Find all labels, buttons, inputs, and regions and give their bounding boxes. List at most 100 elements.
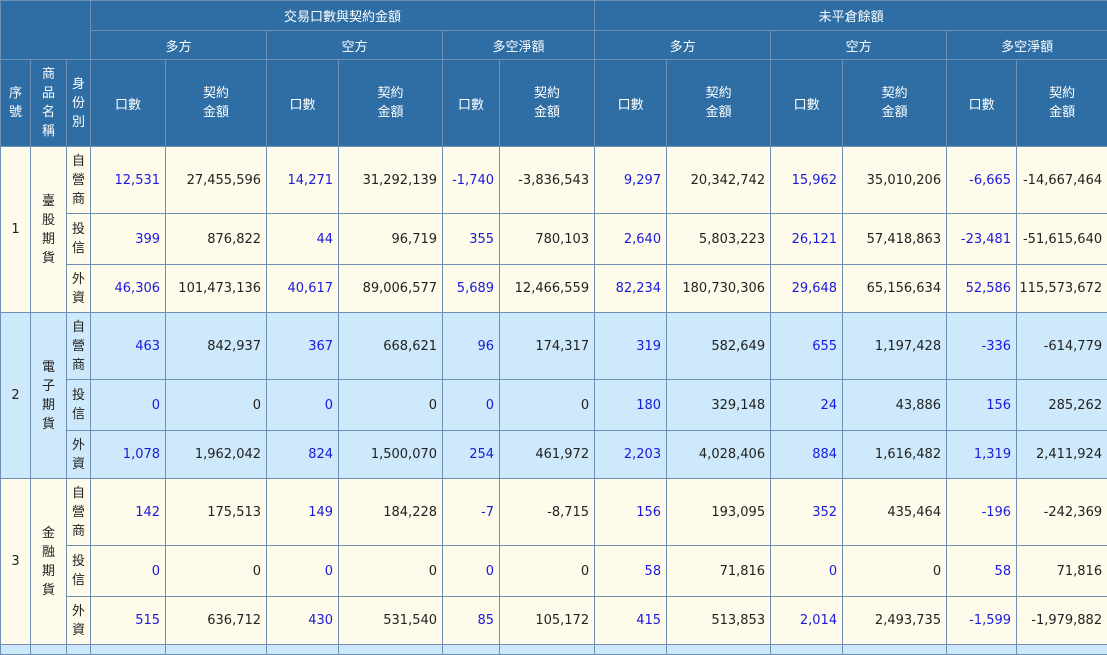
cell-volume: 12,531 <box>91 147 166 214</box>
cell-volume: 2,014 <box>771 597 843 645</box>
cell-contract-amount: 1,197,428 <box>843 313 947 380</box>
cell-contract-amount: 65,156,634 <box>843 265 947 313</box>
header-contract-amount: 契約金額 <box>166 60 267 147</box>
cell-volume: 156 <box>947 380 1017 431</box>
cell-volume: 0 <box>267 546 339 597</box>
cell-volume: 180 <box>595 380 667 431</box>
cell-contract-amount: 105,172 <box>500 597 595 645</box>
cell-contract-amount: 89,006,577 <box>339 265 443 313</box>
cell-volume: 58 <box>947 546 1017 597</box>
row-identity: 外資 <box>67 265 91 313</box>
cell-volume: 26,121 <box>771 214 843 265</box>
header-identity: 身份別 <box>67 60 91 147</box>
cell-contract-amount: 0 <box>166 546 267 597</box>
cell-volume: -7 <box>443 479 500 546</box>
cell-contract-amount: 101,473,136 <box>166 265 267 313</box>
cell-volume: -6,665 <box>947 147 1017 214</box>
header-open-net: 多空淨額 <box>947 31 1107 60</box>
cell-contract-amount: 43,886 <box>843 380 947 431</box>
row-seq: 2 <box>1 313 31 479</box>
cell-contract-amount: 71,816 <box>1017 546 1107 597</box>
cell-contract-amount: 0 <box>339 380 443 431</box>
cell-contract-amount: -14,667,464 <box>1017 147 1107 214</box>
table-cell <box>443 645 500 655</box>
cell-contract-amount: 115,573,672 <box>1017 265 1107 313</box>
cell-contract-amount: 0 <box>843 546 947 597</box>
cell-volume: 463 <box>91 313 166 380</box>
row-identity: 自營商 <box>67 313 91 380</box>
header-product: 商品名稱 <box>31 60 67 147</box>
header-open-short: 空方 <box>771 31 947 60</box>
header-seq: 序號 <box>1 60 31 147</box>
cell-contract-amount: 31,292,139 <box>339 147 443 214</box>
table-cell <box>267 645 339 655</box>
header-contract-amount: 契約金額 <box>667 60 771 147</box>
cell-volume: 52,586 <box>947 265 1017 313</box>
header-contract-amount: 契約金額 <box>339 60 443 147</box>
row-product-name: 金融期貨 <box>31 479 67 645</box>
cell-contract-amount: 0 <box>339 546 443 597</box>
cell-contract-amount: 184,228 <box>339 479 443 546</box>
cell-volume: -1,740 <box>443 147 500 214</box>
table-cell <box>667 645 771 655</box>
cell-volume: 0 <box>443 380 500 431</box>
cell-contract-amount: 0 <box>500 380 595 431</box>
cell-contract-amount: 5,803,223 <box>667 214 771 265</box>
cell-volume: 319 <box>595 313 667 380</box>
row-identity: 外資 <box>67 597 91 645</box>
cell-contract-amount: 2,493,735 <box>843 597 947 645</box>
cell-contract-amount: 20,342,742 <box>667 147 771 214</box>
row-product-name: 電子期貨 <box>31 313 67 479</box>
table-cell <box>1 645 31 655</box>
table-row <box>1 645 1107 655</box>
table-cell <box>339 645 443 655</box>
header-contract-amount: 契約金額 <box>1017 60 1107 147</box>
cell-volume: 824 <box>267 431 339 479</box>
cell-contract-amount: -614,779 <box>1017 313 1107 380</box>
cell-contract-amount: 27,455,596 <box>166 147 267 214</box>
row-product-name: 臺股期貨 <box>31 147 67 313</box>
cell-volume: 884 <box>771 431 843 479</box>
cell-volume: 96 <box>443 313 500 380</box>
cell-volume: -23,481 <box>947 214 1017 265</box>
cell-volume: 1,319 <box>947 431 1017 479</box>
cell-contract-amount: 435,464 <box>843 479 947 546</box>
cell-volume: 149 <box>267 479 339 546</box>
cell-volume: 367 <box>267 313 339 380</box>
cell-volume: 254 <box>443 431 500 479</box>
cell-volume: -336 <box>947 313 1017 380</box>
header-open-interest-group: 未平倉餘額 <box>595 1 1107 31</box>
cell-volume: 24 <box>771 380 843 431</box>
row-identity: 自營商 <box>67 147 91 214</box>
header-trade-short: 空方 <box>267 31 443 60</box>
table-cell <box>771 645 843 655</box>
header-volume: 口數 <box>91 60 166 147</box>
cell-volume: 46,306 <box>91 265 166 313</box>
cell-contract-amount: 96,719 <box>339 214 443 265</box>
cell-volume: 82,234 <box>595 265 667 313</box>
header-volume: 口數 <box>267 60 339 147</box>
cell-contract-amount: 180,730,306 <box>667 265 771 313</box>
cell-volume: 415 <box>595 597 667 645</box>
cell-contract-amount: 1,962,042 <box>166 431 267 479</box>
cell-contract-amount: 4,028,406 <box>667 431 771 479</box>
cell-contract-amount: 2,411,924 <box>1017 431 1107 479</box>
cell-volume: 29,648 <box>771 265 843 313</box>
cell-volume: 156 <box>595 479 667 546</box>
table-cell <box>1017 645 1107 655</box>
cell-contract-amount: -242,369 <box>1017 479 1107 546</box>
cell-volume: 15,962 <box>771 147 843 214</box>
table-header: 交易口數與契約金額 未平倉餘額 多方 空方 多空淨額 多方 空方 多空淨額 序號… <box>1 1 1107 147</box>
header-trade-net: 多空淨額 <box>443 31 595 60</box>
header-trade-long: 多方 <box>91 31 267 60</box>
cell-contract-amount: 174,317 <box>500 313 595 380</box>
cell-contract-amount: 876,822 <box>166 214 267 265</box>
cell-volume: 142 <box>91 479 166 546</box>
cell-volume: 0 <box>443 546 500 597</box>
cell-contract-amount: 461,972 <box>500 431 595 479</box>
